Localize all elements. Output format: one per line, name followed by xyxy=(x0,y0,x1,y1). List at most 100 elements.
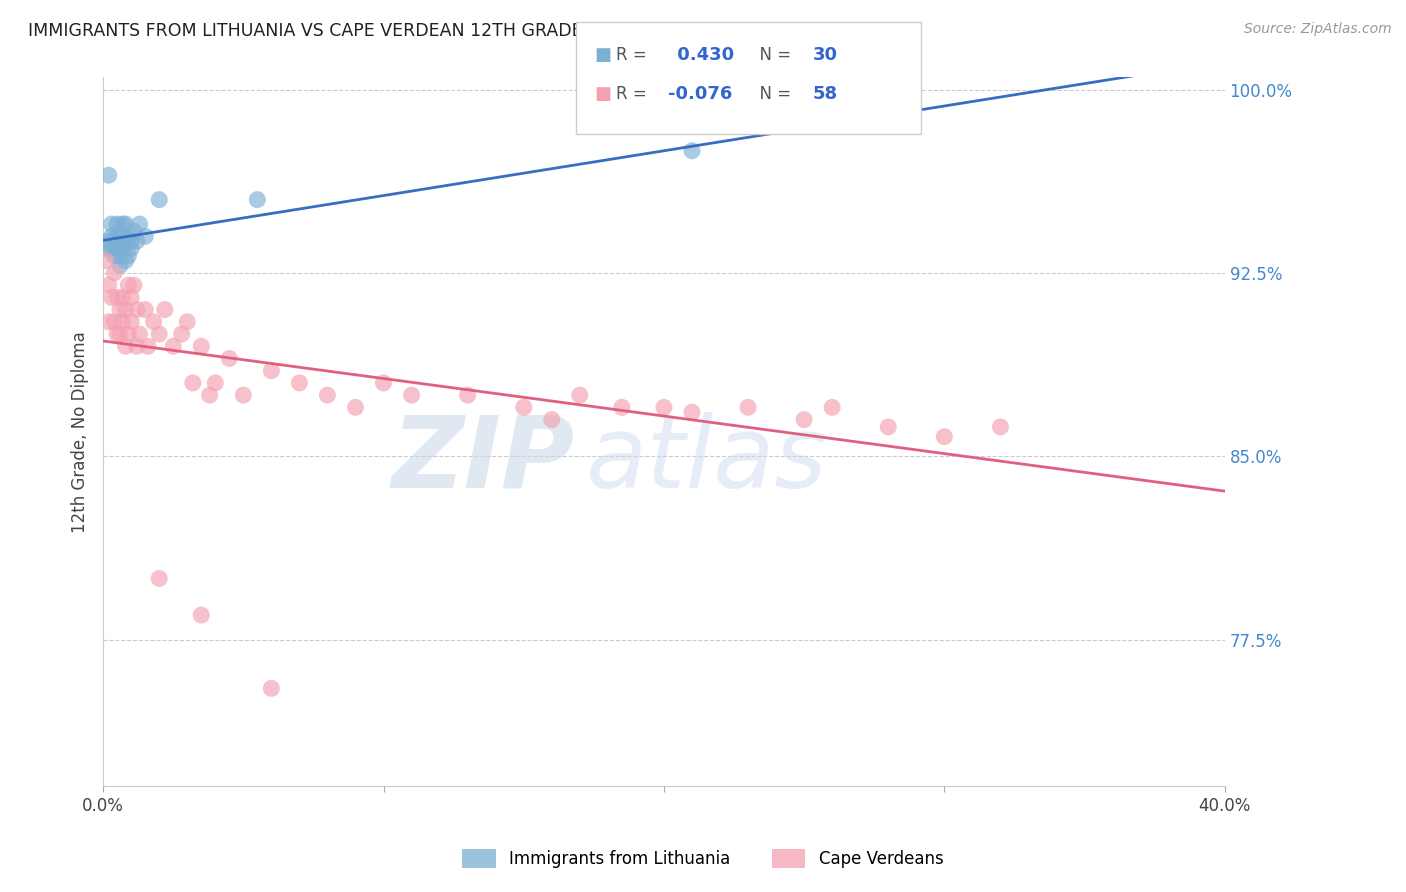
Point xyxy=(97,168,120,182)
Text: -0.076: -0.076 xyxy=(668,85,733,103)
Point xyxy=(204,376,226,390)
Point xyxy=(105,326,128,341)
Point xyxy=(117,229,139,244)
Point xyxy=(457,388,479,402)
Point xyxy=(100,229,122,244)
Point xyxy=(100,217,122,231)
Point xyxy=(114,217,136,231)
Point xyxy=(108,326,131,341)
Point xyxy=(103,234,125,248)
Point xyxy=(232,388,254,402)
Point xyxy=(190,608,212,623)
Legend: Immigrants from Lithuania, Cape Verdeans: Immigrants from Lithuania, Cape Verdeans xyxy=(456,842,950,875)
Point xyxy=(114,234,136,248)
Point xyxy=(153,302,176,317)
Point xyxy=(97,315,120,329)
Point xyxy=(148,193,170,207)
Point xyxy=(821,401,844,415)
Point xyxy=(122,224,145,238)
Point xyxy=(568,388,591,402)
Point xyxy=(117,326,139,341)
Point xyxy=(114,253,136,268)
Y-axis label: 12th Grade, No Diploma: 12th Grade, No Diploma xyxy=(72,331,89,533)
Point xyxy=(190,339,212,353)
Text: N =: N = xyxy=(749,85,797,103)
Text: atlas: atlas xyxy=(585,411,827,508)
Point xyxy=(120,315,142,329)
Point xyxy=(111,217,134,231)
Point xyxy=(401,388,423,402)
Point xyxy=(111,290,134,304)
Point xyxy=(246,193,269,207)
Point xyxy=(181,376,204,390)
Point xyxy=(94,242,117,256)
Text: N =: N = xyxy=(749,46,797,64)
Point xyxy=(120,290,142,304)
Point xyxy=(120,234,142,248)
Point xyxy=(142,315,165,329)
Point xyxy=(990,420,1012,434)
Point xyxy=(117,249,139,263)
Point xyxy=(610,401,633,415)
Point xyxy=(111,242,134,256)
Point xyxy=(652,401,675,415)
Point xyxy=(128,217,150,231)
Text: IMMIGRANTS FROM LITHUANIA VS CAPE VERDEAN 12TH GRADE, NO DIPLOMA CORRELATION CHA: IMMIGRANTS FROM LITHUANIA VS CAPE VERDEA… xyxy=(28,22,898,40)
Point xyxy=(105,290,128,304)
Point xyxy=(108,249,131,263)
Point xyxy=(162,339,184,353)
Text: R =: R = xyxy=(616,46,652,64)
Text: ■: ■ xyxy=(595,46,612,64)
Point xyxy=(120,242,142,256)
Point xyxy=(122,278,145,293)
Point xyxy=(198,388,221,402)
Point xyxy=(108,259,131,273)
Point xyxy=(100,242,122,256)
Point xyxy=(134,229,156,244)
Point xyxy=(111,229,134,244)
Point xyxy=(94,253,117,268)
Point xyxy=(105,242,128,256)
Point xyxy=(114,339,136,353)
Point xyxy=(737,401,759,415)
Point xyxy=(681,405,703,419)
Point xyxy=(125,302,148,317)
Point xyxy=(105,217,128,231)
Text: R =: R = xyxy=(616,85,652,103)
Text: 58: 58 xyxy=(813,85,838,103)
Point xyxy=(373,376,395,390)
Point xyxy=(134,302,156,317)
Point xyxy=(105,229,128,244)
Point xyxy=(540,412,562,426)
Point xyxy=(260,364,283,378)
Point xyxy=(934,430,956,444)
Point xyxy=(111,315,134,329)
Point xyxy=(97,278,120,293)
Point xyxy=(125,339,148,353)
Point xyxy=(316,388,339,402)
Point xyxy=(117,278,139,293)
Text: 30: 30 xyxy=(813,46,838,64)
Text: Source: ZipAtlas.com: Source: ZipAtlas.com xyxy=(1244,22,1392,37)
Point xyxy=(260,681,283,696)
Point xyxy=(170,326,193,341)
Point xyxy=(103,315,125,329)
Point xyxy=(128,326,150,341)
Point xyxy=(97,234,120,248)
Point xyxy=(148,326,170,341)
Point xyxy=(103,249,125,263)
Point xyxy=(100,290,122,304)
Point xyxy=(125,234,148,248)
Point xyxy=(176,315,198,329)
Text: 0.430: 0.430 xyxy=(671,46,734,64)
Text: ■: ■ xyxy=(595,85,612,103)
Point xyxy=(136,339,159,353)
Point xyxy=(114,302,136,317)
Point xyxy=(793,412,815,426)
Point xyxy=(681,144,703,158)
Point xyxy=(877,420,900,434)
Point xyxy=(108,302,131,317)
Point xyxy=(218,351,240,366)
Point xyxy=(288,376,311,390)
Point xyxy=(148,571,170,585)
